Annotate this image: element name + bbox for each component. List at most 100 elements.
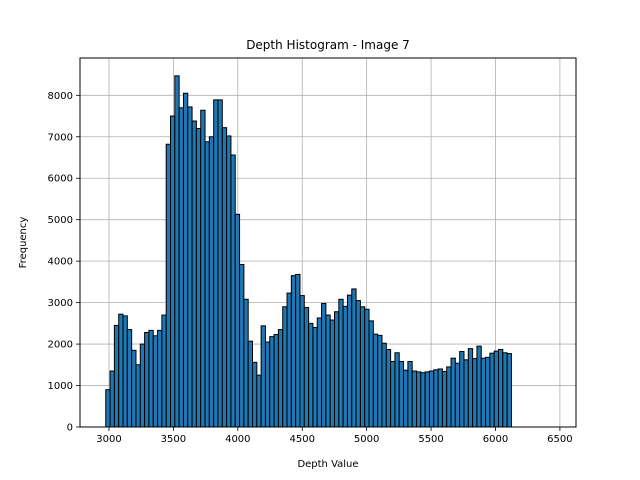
histogram-bar <box>191 120 197 428</box>
y-axis-ticks: 0 1000 2000 3000 4000 5000 6000 7000 8000 <box>48 91 80 434</box>
histogram-bar <box>213 99 219 428</box>
histogram-bar <box>243 298 249 428</box>
histogram-bar <box>377 334 383 428</box>
histogram-bar <box>247 340 254 428</box>
histogram-bar <box>256 374 262 428</box>
histogram-bar <box>454 362 461 428</box>
x-tick-label: 6500 <box>547 434 572 445</box>
y-tick-label: 5000 <box>48 215 73 226</box>
histogram-bar <box>403 369 409 428</box>
histogram-bar <box>126 329 133 428</box>
histogram-bar <box>372 333 379 428</box>
histogram-bar <box>109 370 115 428</box>
histogram-bar <box>355 300 361 428</box>
histogram-bar <box>161 314 167 428</box>
histogram-bar <box>170 115 176 428</box>
histogram-bar <box>359 306 366 428</box>
histogram-bar <box>312 326 318 428</box>
histogram-bar <box>113 324 120 428</box>
histogram-bar <box>325 314 331 428</box>
x-tick-label: 4000 <box>225 434 250 445</box>
histogram-bar <box>329 319 336 428</box>
histogram-bar <box>433 369 439 428</box>
histogram-bar <box>282 306 288 428</box>
histogram-bar <box>122 315 128 428</box>
histogram-bar <box>290 275 297 428</box>
histogram-bar <box>467 348 474 428</box>
histogram-bar <box>502 352 508 428</box>
histogram-bar <box>459 351 465 428</box>
histogram-bar <box>152 335 159 428</box>
chart-title: Depth Histogram - Image 7 <box>246 38 410 52</box>
histogram-bar <box>390 360 396 428</box>
histogram-bar <box>264 341 271 428</box>
y-tick-label: 3000 <box>48 298 73 309</box>
x-tick-label: 3500 <box>161 434 186 445</box>
histogram-bar <box>230 154 236 428</box>
histogram-bar <box>351 288 357 428</box>
histogram-bar <box>385 348 392 428</box>
histogram-bar <box>428 370 435 428</box>
histogram-bar <box>446 366 452 428</box>
histogram-bar <box>489 352 495 428</box>
histogram-bar <box>286 292 292 428</box>
histogram-bar <box>118 313 124 428</box>
histogram-bar <box>368 320 374 428</box>
histogram-bar <box>338 298 344 428</box>
histogram-bar <box>182 92 189 428</box>
histogram-bar <box>420 372 426 428</box>
histogram-bar <box>398 360 405 428</box>
histogram-bar <box>204 141 210 428</box>
histogram-bar <box>178 107 184 428</box>
histogram-bar <box>295 273 301 428</box>
histogram-bar <box>498 348 504 428</box>
x-tick-label: 5500 <box>418 434 443 445</box>
y-tick-label: 4000 <box>48 257 73 268</box>
histogram-bars <box>105 75 512 428</box>
histogram-bar <box>463 359 469 428</box>
histogram-bar <box>303 307 310 428</box>
histogram-bar <box>200 109 206 428</box>
y-tick-label: 2000 <box>48 340 73 351</box>
y-tick-label: 7000 <box>48 132 73 143</box>
histogram-bar <box>239 263 245 428</box>
histogram-bar <box>441 370 448 428</box>
y-axis-label: Frequency <box>18 217 29 269</box>
histogram-bar <box>299 295 305 428</box>
histogram-bar <box>506 353 512 428</box>
histogram-bar <box>334 311 340 428</box>
histogram-bar <box>411 370 418 428</box>
histogram-bar <box>277 329 284 428</box>
histogram-bar <box>364 308 370 428</box>
histogram-bar <box>450 357 456 428</box>
histogram-bar <box>485 356 491 428</box>
histogram-bar <box>195 127 202 428</box>
histogram-bar <box>437 368 443 428</box>
histogram-bar <box>174 75 180 428</box>
histogram-bar <box>252 361 258 428</box>
histogram-bar <box>480 357 487 428</box>
x-axis-ticks: 3000 3500 4000 4500 5000 5500 6000 6500 <box>96 427 573 445</box>
x-tick-label: 4500 <box>290 434 315 445</box>
histogram-bar <box>260 325 266 428</box>
histogram-bar <box>217 99 223 428</box>
y-tick-label: 1000 <box>48 381 73 392</box>
histogram-bar <box>416 371 422 428</box>
histogram-bar <box>135 364 141 428</box>
histogram-bar <box>157 329 163 428</box>
histogram-bar <box>476 345 482 428</box>
histogram-bar <box>148 329 154 428</box>
histogram-bar <box>226 135 232 428</box>
histogram-bar <box>394 352 400 428</box>
histogram-bar <box>493 350 500 428</box>
histogram-bar <box>321 302 327 428</box>
histogram-bar <box>221 127 228 428</box>
x-tick-label: 6000 <box>483 434 508 445</box>
histogram-bar <box>131 349 137 428</box>
x-tick-label: 5000 <box>354 434 379 445</box>
x-tick-label: 3000 <box>96 434 121 445</box>
histogram-bar <box>381 342 387 428</box>
y-tick-label: 8000 <box>48 91 73 102</box>
histogram-bar <box>273 334 279 428</box>
